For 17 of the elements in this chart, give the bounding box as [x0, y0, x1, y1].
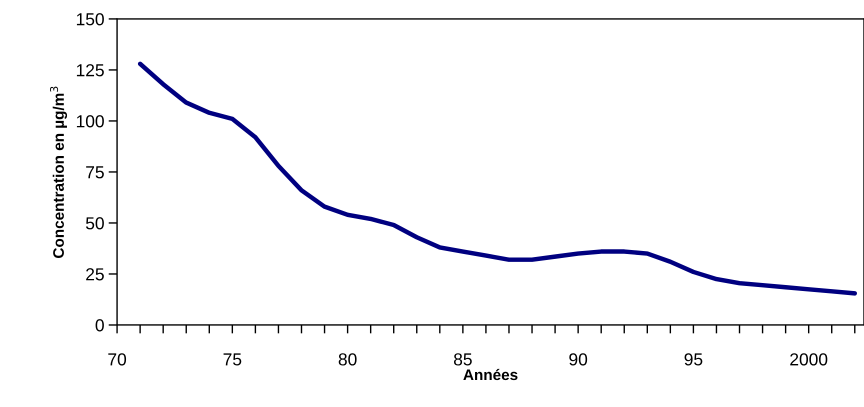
- y-tick-label: 125: [76, 64, 104, 76]
- x-tick-label: 85: [454, 353, 472, 366]
- y-tick-label: 150: [76, 13, 104, 26]
- line-series: [138, 62, 858, 296]
- x-tick-label: 75: [224, 353, 242, 366]
- y-tick-label: 50: [86, 217, 104, 230]
- x-tick-label: 90: [569, 353, 588, 366]
- y-tick-label: 100: [76, 115, 104, 128]
- x-tick-label: 95: [684, 353, 702, 366]
- y-tick-label: 75: [86, 166, 104, 178]
- y-axis-title: Concentration en µg/m$^{3}$: [50, 86, 68, 258]
- x-axis-title: Années: [463, 368, 518, 380]
- x-tick-label: 70: [108, 353, 126, 366]
- x-tick-label: 2000: [790, 353, 828, 366]
- x-tick-label: 80: [338, 353, 357, 366]
- y-tick-label: 25: [86, 268, 104, 280]
- y-tick-label: 0: [96, 319, 104, 332]
